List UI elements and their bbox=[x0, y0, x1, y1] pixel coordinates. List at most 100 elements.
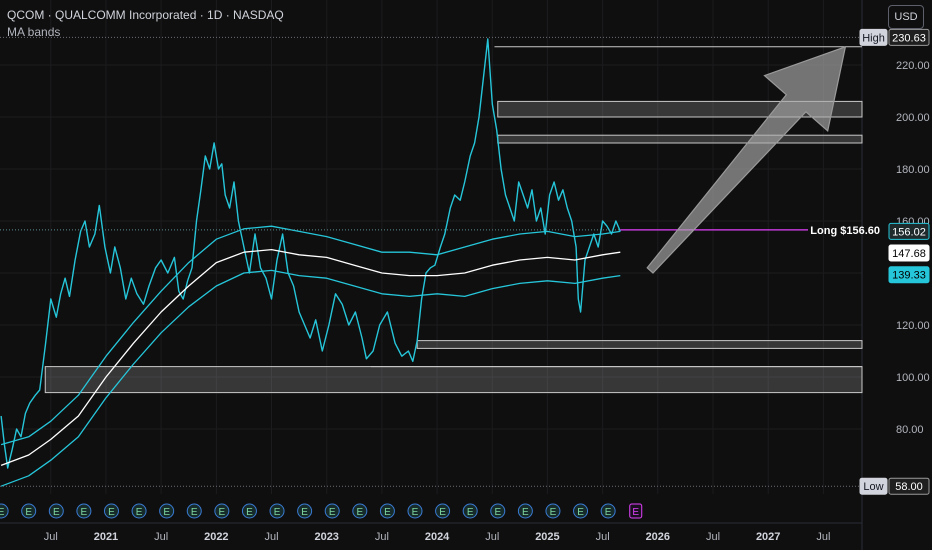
price-tags: High 230.63 156.02 147.68 139.33 Low 58.00 bbox=[859, 28, 930, 495]
price-tag-value: 58.00 bbox=[895, 481, 923, 493]
earnings-badge-label: E bbox=[191, 507, 198, 518]
chart-title[interactable]: QCOM · QUALCOMM Incorporated · 1D · NASD… bbox=[7, 8, 284, 22]
earnings-badge-label: E bbox=[163, 507, 170, 518]
x-tick-label: 2025 bbox=[535, 531, 559, 543]
ma-lower-band bbox=[0, 269, 621, 487]
earnings-badge-label: E bbox=[274, 507, 281, 518]
earnings-badge bbox=[352, 503, 368, 519]
price-line bbox=[0, 38, 621, 469]
earnings-badge-label: E bbox=[384, 507, 391, 518]
earnings-badge bbox=[462, 503, 478, 519]
price-tag-value: 156.02 bbox=[892, 226, 926, 238]
x-tick-label: Jul bbox=[44, 531, 58, 543]
earnings-badge bbox=[48, 503, 64, 519]
earnings-badge bbox=[21, 503, 37, 519]
upcoming-earnings-badge bbox=[629, 503, 643, 519]
earnings-badge bbox=[0, 503, 9, 519]
earnings-badge bbox=[297, 503, 313, 519]
earnings-badge-label: E bbox=[0, 507, 5, 518]
price-tag-label: Low bbox=[863, 481, 883, 493]
earnings-badge bbox=[214, 503, 230, 519]
price-tag-value: 230.63 bbox=[892, 32, 926, 44]
earnings-badge-label: E bbox=[81, 507, 88, 518]
earnings-badge bbox=[324, 503, 340, 519]
price-tag-label-bg bbox=[859, 477, 888, 495]
earnings-badge bbox=[407, 503, 423, 519]
earnings-badge bbox=[517, 503, 533, 519]
upcoming-earnings-label: E bbox=[632, 507, 639, 518]
support-resistance-zones bbox=[44, 46, 863, 394]
x-tick-label: Jul bbox=[485, 531, 499, 543]
earnings-badge-label: E bbox=[246, 507, 253, 518]
y-tick-label: 100.00 bbox=[896, 372, 930, 384]
ma-upper-band bbox=[0, 225, 621, 446]
currency-button[interactable]: USD bbox=[888, 5, 924, 29]
earnings-badge bbox=[379, 503, 395, 519]
x-tick-label: Jul bbox=[264, 531, 278, 543]
long-position-label: Long $156.60 bbox=[810, 225, 880, 237]
earnings-badge bbox=[186, 503, 202, 519]
x-tick-label: 2022 bbox=[204, 531, 228, 543]
earnings-badge-label: E bbox=[25, 507, 32, 518]
earnings-badge-label: E bbox=[53, 507, 60, 518]
earnings-badge-label: E bbox=[356, 507, 363, 518]
earnings-badge-label: E bbox=[550, 507, 557, 518]
earnings-badge bbox=[435, 503, 451, 519]
price-zone bbox=[416, 340, 863, 349]
indicator-label[interactable]: MA bands bbox=[7, 25, 61, 39]
earnings-badge bbox=[600, 503, 616, 519]
price-zone bbox=[44, 366, 863, 394]
chart-series bbox=[0, 38, 621, 487]
earnings-badge-label: E bbox=[577, 507, 584, 518]
x-tick-label: Jul bbox=[596, 531, 610, 543]
price-tag-bg bbox=[888, 266, 930, 284]
price-zone bbox=[497, 134, 863, 144]
price-tag-bg bbox=[888, 28, 930, 46]
ma-middle-band bbox=[0, 248, 621, 467]
earnings-badge bbox=[131, 503, 147, 519]
earnings-badge bbox=[545, 503, 561, 519]
price-tag-bg bbox=[888, 244, 930, 262]
earnings-badge-label: E bbox=[439, 507, 446, 518]
price-tag-bg bbox=[888, 222, 930, 240]
x-tick-label: 2027 bbox=[756, 531, 780, 543]
x-tick-label: 2021 bbox=[94, 531, 118, 543]
earnings-badge-label: E bbox=[219, 507, 226, 518]
x-tick-label: Jul bbox=[706, 531, 720, 543]
earnings-badge-label: E bbox=[605, 507, 612, 518]
y-tick-label: 120.00 bbox=[896, 320, 930, 332]
earnings-badge bbox=[103, 503, 119, 519]
x-tick-label: Jul bbox=[816, 531, 830, 543]
earnings-badge bbox=[490, 503, 506, 519]
y-tick-label: 180.00 bbox=[896, 164, 930, 176]
x-tick-label: Jul bbox=[375, 531, 389, 543]
y-tick-label: 80.00 bbox=[896, 424, 924, 436]
y-tick-label: 220.00 bbox=[896, 60, 930, 72]
y-tick-label: 200.00 bbox=[896, 112, 930, 124]
price-tag-value: 147.68 bbox=[892, 248, 926, 260]
earnings-badge bbox=[269, 503, 285, 519]
earnings-badge-label: E bbox=[412, 507, 419, 518]
earnings-badge-label: E bbox=[301, 507, 308, 518]
earnings-badge bbox=[573, 503, 589, 519]
time-axis[interactable]: Jul 2021 Jul 2022 Jul 2023 Jul 2024 Jul 2025 Jul 20… bbox=[44, 531, 831, 543]
earnings-badge-label: E bbox=[136, 507, 143, 518]
earnings-badge-label: E bbox=[108, 507, 115, 518]
earnings-badge bbox=[159, 503, 175, 519]
price-tag-label-bg bbox=[859, 28, 888, 46]
x-tick-label: 2024 bbox=[425, 531, 450, 543]
target-arrow[interactable] bbox=[646, 45, 847, 274]
x-tick-label: Jul bbox=[154, 531, 168, 543]
earnings-badge bbox=[241, 503, 257, 519]
earnings-badge-label: E bbox=[467, 507, 474, 518]
earnings-badge bbox=[76, 503, 92, 519]
price-tag-value: 139.33 bbox=[892, 270, 926, 282]
up-arrow-shape bbox=[646, 45, 847, 274]
price-tag-bg bbox=[888, 477, 930, 495]
x-tick-label: 2023 bbox=[314, 531, 338, 543]
earnings-badge-label: E bbox=[329, 507, 336, 518]
price-tag-label: High bbox=[862, 32, 885, 44]
earnings-badge-label: E bbox=[522, 507, 529, 518]
